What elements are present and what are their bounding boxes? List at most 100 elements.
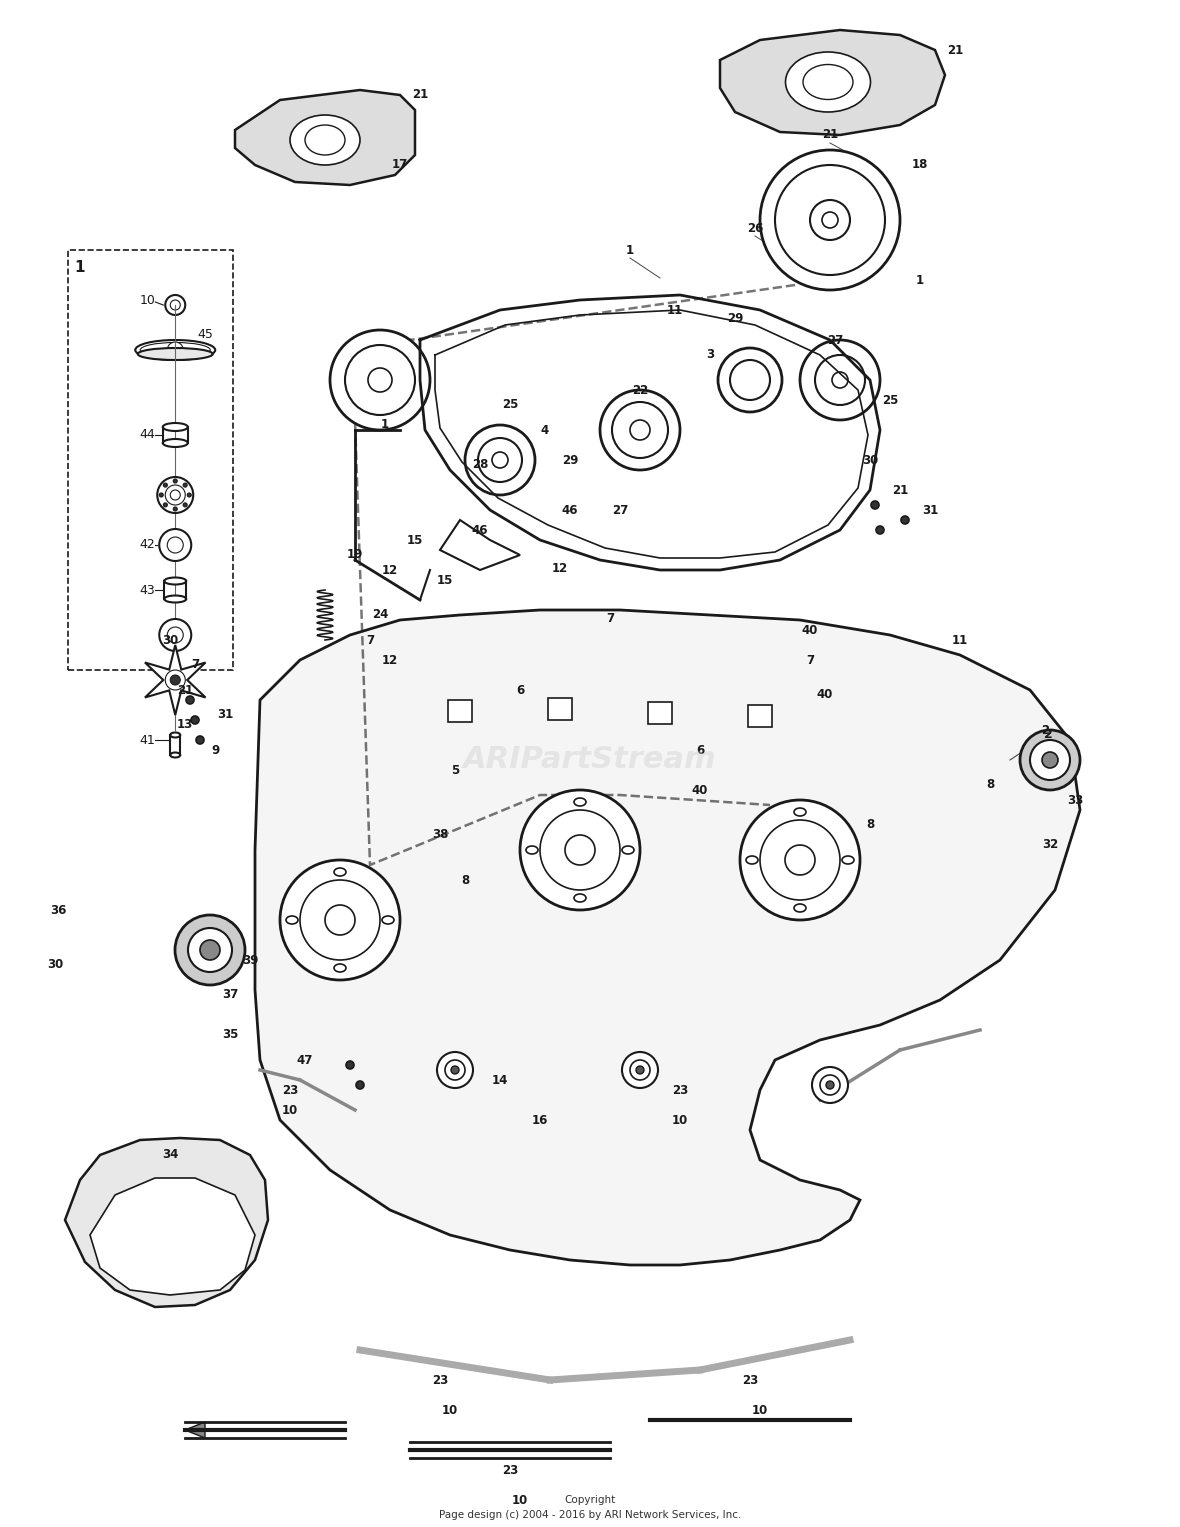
Text: 31: 31 <box>922 504 938 516</box>
Text: 8: 8 <box>866 818 874 832</box>
Text: 10: 10 <box>441 1403 458 1417</box>
Text: 23: 23 <box>282 1084 299 1096</box>
Text: 28: 28 <box>472 458 489 472</box>
Text: 36: 36 <box>50 904 66 916</box>
Circle shape <box>822 212 838 228</box>
Text: 34: 34 <box>162 1148 178 1162</box>
Circle shape <box>173 507 177 512</box>
Circle shape <box>175 915 245 985</box>
Bar <box>448 699 472 722</box>
Ellipse shape <box>164 596 186 603</box>
Circle shape <box>599 389 680 470</box>
Text: 7: 7 <box>806 654 814 666</box>
Circle shape <box>163 502 168 507</box>
Circle shape <box>612 402 668 458</box>
Circle shape <box>280 860 400 980</box>
Circle shape <box>451 1066 459 1073</box>
Circle shape <box>871 501 879 508</box>
Circle shape <box>520 789 640 910</box>
Text: 19: 19 <box>347 548 363 562</box>
Circle shape <box>183 502 188 507</box>
Circle shape <box>168 342 183 357</box>
Circle shape <box>832 373 848 388</box>
Text: 40: 40 <box>691 783 708 797</box>
Text: 29: 29 <box>727 312 743 325</box>
Text: 10: 10 <box>671 1113 688 1127</box>
Text: 13: 13 <box>177 719 194 731</box>
Text: 7: 7 <box>191 658 199 672</box>
Text: 21: 21 <box>822 128 838 142</box>
Text: 46: 46 <box>472 524 489 536</box>
Text: 37: 37 <box>222 988 238 1002</box>
Polygon shape <box>145 644 205 715</box>
Ellipse shape <box>573 799 586 806</box>
Ellipse shape <box>843 857 854 864</box>
Circle shape <box>1042 751 1058 768</box>
Text: 27: 27 <box>612 504 628 516</box>
Circle shape <box>168 538 183 553</box>
Circle shape <box>173 479 177 483</box>
Ellipse shape <box>794 808 806 815</box>
Circle shape <box>740 800 860 919</box>
Circle shape <box>812 1067 848 1102</box>
Ellipse shape <box>804 64 853 99</box>
Polygon shape <box>235 90 415 185</box>
Circle shape <box>188 493 191 496</box>
Text: 6: 6 <box>696 744 704 756</box>
Circle shape <box>170 299 181 310</box>
Ellipse shape <box>290 115 360 165</box>
Text: 23: 23 <box>742 1373 758 1387</box>
Bar <box>548 698 572 721</box>
Text: 17: 17 <box>392 159 408 171</box>
Circle shape <box>902 516 909 524</box>
Text: 25: 25 <box>502 399 518 411</box>
Circle shape <box>196 736 204 744</box>
Circle shape <box>165 670 185 690</box>
Bar <box>648 702 671 724</box>
Polygon shape <box>440 521 520 570</box>
Circle shape <box>630 420 650 440</box>
Ellipse shape <box>170 753 181 757</box>
Circle shape <box>760 820 840 899</box>
Text: 8: 8 <box>985 779 994 791</box>
Text: 40: 40 <box>802 623 818 637</box>
Ellipse shape <box>286 916 299 924</box>
Text: 43: 43 <box>139 583 155 597</box>
Circle shape <box>168 628 183 643</box>
Text: 10: 10 <box>512 1493 529 1507</box>
Circle shape <box>330 330 430 431</box>
Circle shape <box>163 483 168 487</box>
Text: Copyright: Copyright <box>564 1495 616 1506</box>
Text: 26: 26 <box>747 221 763 235</box>
Polygon shape <box>90 1177 255 1295</box>
Ellipse shape <box>304 125 345 156</box>
Circle shape <box>300 880 380 960</box>
Ellipse shape <box>746 857 758 864</box>
Text: 11: 11 <box>667 304 683 316</box>
Text: 27: 27 <box>827 333 844 347</box>
Text: 12: 12 <box>382 563 398 577</box>
Ellipse shape <box>382 916 394 924</box>
Text: 23: 23 <box>502 1463 518 1477</box>
Text: 35: 35 <box>222 1029 238 1041</box>
Circle shape <box>630 1060 650 1080</box>
Circle shape <box>159 528 191 560</box>
Text: 21: 21 <box>946 43 963 56</box>
Text: 47: 47 <box>297 1054 313 1066</box>
Circle shape <box>876 525 884 534</box>
Text: 11: 11 <box>952 634 968 646</box>
Circle shape <box>191 716 199 724</box>
Circle shape <box>159 493 163 496</box>
Text: ARIPartStream: ARIPartStream <box>463 745 717 774</box>
Circle shape <box>345 345 415 415</box>
Text: 44: 44 <box>139 429 155 441</box>
Text: 10: 10 <box>282 1104 299 1116</box>
Text: 39: 39 <box>242 953 258 967</box>
Circle shape <box>636 1066 644 1073</box>
Circle shape <box>324 906 355 935</box>
Text: 31: 31 <box>217 709 234 721</box>
Text: 18: 18 <box>912 159 929 171</box>
Ellipse shape <box>163 438 188 447</box>
Bar <box>68 250 232 670</box>
Circle shape <box>717 348 782 412</box>
